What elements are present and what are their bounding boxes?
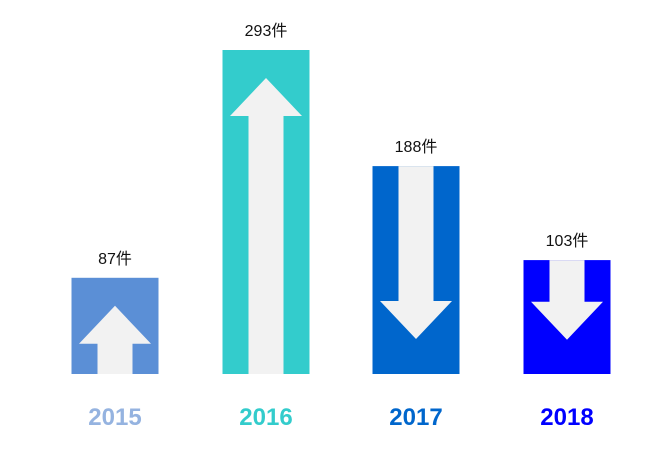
up-arrow-icon-2016 (230, 78, 302, 374)
value-label-2017: 188件 (395, 138, 438, 156)
year-label-2018: 2018 (540, 404, 593, 431)
year-label-2017: 2017 (389, 404, 442, 431)
value-label-2018: 103件 (546, 232, 589, 250)
year-label-2016: 2016 (239, 404, 292, 431)
down-arrow-icon-2018 (531, 260, 603, 340)
year-label-2015: 2015 (88, 404, 141, 431)
value-label-2015: 87件 (98, 250, 132, 268)
down-arrow-icon-2017 (380, 166, 452, 339)
value-label-2016: 293件 (245, 22, 288, 40)
up-arrow-icon-2015 (79, 305, 151, 374)
